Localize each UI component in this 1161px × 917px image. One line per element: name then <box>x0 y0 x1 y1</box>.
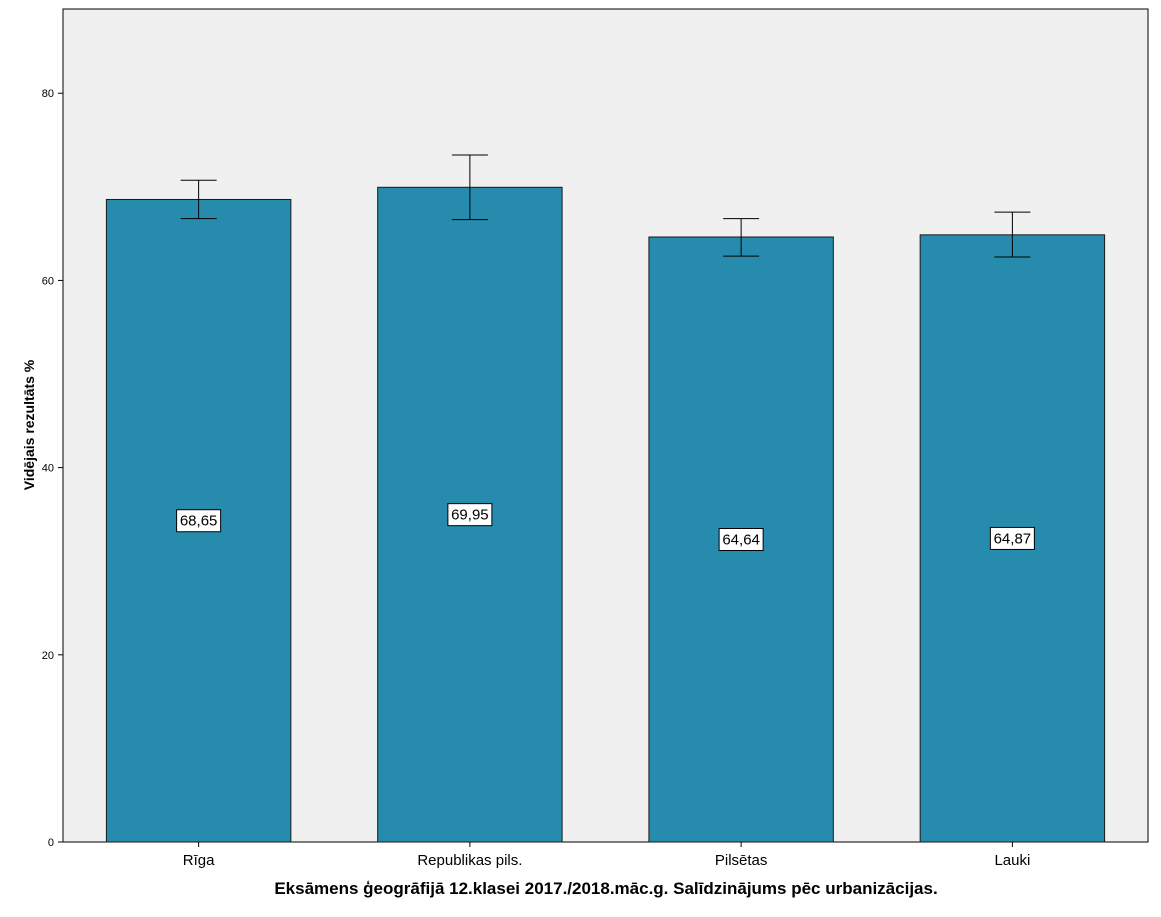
data-label: 68,65 <box>180 513 218 530</box>
x-axis: Rīga Republikas pils. Pilsētas Lauki <box>183 842 1030 869</box>
y-tick-label: 40 <box>42 463 54 475</box>
data-label-box <box>447 503 493 527</box>
data-label-box <box>989 526 1035 550</box>
data-label: 64,64 <box>722 531 760 548</box>
x-tick-label: Lauki <box>994 852 1030 869</box>
y-axis: 0 20 40 60 80 <box>42 88 63 849</box>
y-tick-label: 20 <box>42 650 54 662</box>
y-tick-label: 0 <box>48 837 54 849</box>
y-tick-label: 60 <box>42 275 54 287</box>
y-tick-label: 80 <box>42 88 54 100</box>
x-tick-label: Republikas pils. <box>417 852 522 869</box>
y-axis-title: Vidējais rezultāts % <box>21 359 37 490</box>
data-label: 69,95 <box>451 507 489 524</box>
x-axis-title: Eksāmens ģeogrāfijā 12.klasei 2017./2018… <box>274 879 937 898</box>
data-label-box <box>176 509 222 533</box>
data-label-box <box>718 527 764 551</box>
data-label: 64,87 <box>994 530 1032 547</box>
x-tick-label: Pilsētas <box>715 852 768 869</box>
bars: 68,65 69,95 64,64 64,87 <box>105 154 1106 843</box>
x-tick-label: Rīga <box>183 852 215 869</box>
